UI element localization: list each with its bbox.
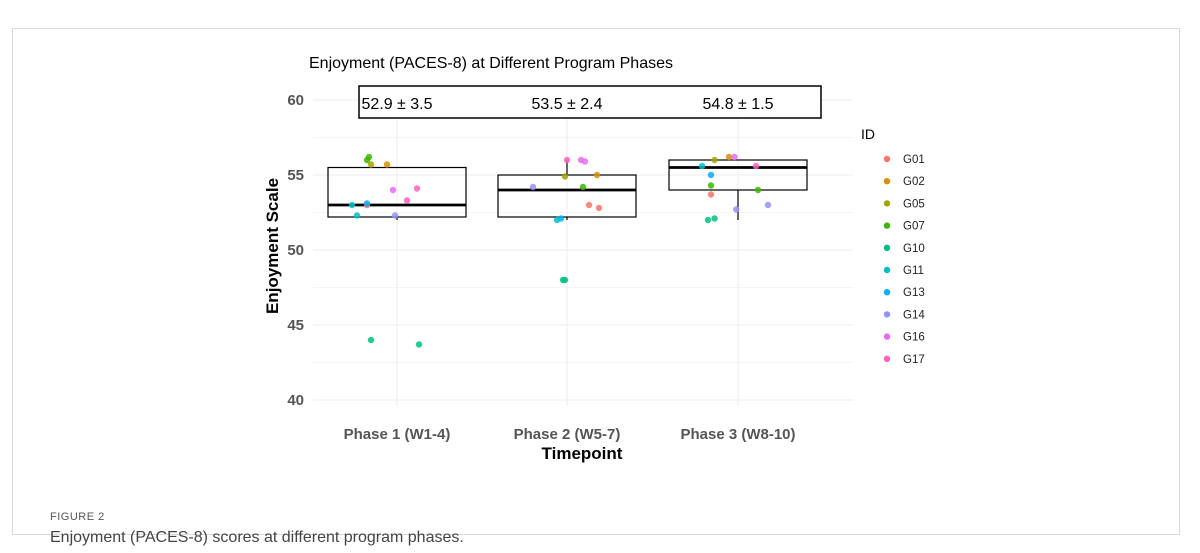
box-iqr — [668, 159, 808, 191]
data-point-g17 — [413, 185, 421, 192]
y-tick-label: 55 — [287, 167, 304, 184]
x-tick-label: Phase 1 (W1-4) — [344, 426, 451, 443]
data-point — [559, 276, 567, 284]
legend-label-g16: G16 — [903, 332, 925, 344]
summary-label: 54.8 ± 1.5 — [702, 96, 773, 113]
legend-label-g13: G13 — [903, 287, 925, 299]
legend-title: ID — [861, 126, 875, 142]
y-axis-ticks: 40 45 50 55 60 — [287, 92, 304, 409]
legend-swatch-g01 — [883, 155, 891, 163]
legend-swatch-g17 — [883, 355, 891, 362]
points-layer — [348, 153, 772, 348]
legend: ID G01 G02 G05 G07 G10 G11 G13 G14 G16 G17 — [861, 126, 925, 366]
data-point — [764, 201, 772, 209]
data-point-g14 — [391, 212, 399, 219]
data-point-g13 — [557, 215, 565, 222]
data-point-g02 — [725, 153, 733, 161]
chart-title: Enjoyment (PACES-8) at Different Program… — [309, 55, 673, 72]
data-point-g02 — [593, 171, 601, 179]
legend-label-g07: G07 — [903, 221, 925, 233]
legend-swatch-g11 — [883, 266, 891, 274]
data-point-g14 — [529, 183, 537, 191]
data-point-g07 — [707, 182, 715, 189]
data-point-g05 — [367, 161, 375, 168]
data-point — [348, 201, 356, 209]
summary-stats-box: 52.9 ± 3.5 53.5 ± 2.4 54.8 ± 1.5 — [358, 85, 822, 119]
data-point — [365, 153, 373, 161]
data-point — [704, 216, 712, 224]
box-plot-chart: Enjoyment (PACES-8) at Different Program… — [263, 55, 925, 463]
legend-label-g17: G17 — [903, 354, 925, 366]
data-point-g13 — [363, 200, 371, 207]
legend-label-g11: G11 — [903, 265, 924, 277]
summary-label: 53.5 ± 2.4 — [531, 96, 602, 113]
data-point-g01 — [585, 201, 593, 209]
data-point-g01 — [707, 191, 715, 198]
data-point-g02 — [383, 161, 391, 168]
data-point — [595, 204, 603, 212]
legend-swatch-g05 — [883, 200, 891, 207]
data-point-g11 — [353, 212, 361, 219]
data-point-g17 — [563, 156, 571, 164]
data-point-g10 — [711, 215, 718, 222]
boxes-layer — [327, 159, 808, 220]
summary-label: 52.9 ± 3.5 — [361, 96, 432, 113]
legend-label-g10: G10 — [903, 243, 925, 255]
data-point-g11 — [698, 162, 706, 170]
x-axis-label: Timepoint — [542, 444, 623, 463]
data-point — [403, 197, 411, 204]
data-point — [577, 156, 585, 164]
legend-label-g01: G01 — [903, 154, 925, 166]
grid-layer — [313, 91, 853, 406]
data-point-g05 — [711, 156, 718, 164]
legend-label-g05: G05 — [903, 198, 925, 210]
legend-swatch-g16 — [883, 333, 891, 340]
x-tick-label: Phase 2 (W5-7) — [514, 426, 621, 443]
data-point-g05 — [561, 173, 569, 180]
data-point-g10 — [367, 336, 375, 344]
data-point-g13 — [707, 171, 715, 179]
legend-label-g14: G14 — [903, 309, 925, 321]
legend-swatch-g07 — [883, 222, 891, 229]
figure-frame: Enjoyment (PACES-8) at Different Program… — [12, 28, 1180, 546]
data-point — [754, 186, 762, 194]
legend-swatch-g13 — [883, 289, 891, 296]
data-point — [415, 341, 423, 348]
y-tick-label: 45 — [287, 317, 304, 334]
x-axis-ticks: Phase 1 (W1-4) Phase 2 (W5-7) Phase 3 (W8-… — [344, 426, 796, 443]
legend-swatch-g02 — [883, 178, 891, 185]
x-tick-label: Phase 3 (W8-10) — [680, 426, 795, 443]
summary-rect — [358, 85, 822, 119]
data-point-g16 — [731, 153, 738, 161]
y-tick-label: 40 — [287, 392, 304, 409]
figure-caption: Enjoyment (PACES-8) scores at different … — [50, 529, 464, 546]
data-point-g07 — [579, 183, 587, 191]
data-point-g17 — [752, 162, 760, 170]
y-tick-label: 60 — [287, 92, 304, 109]
legend-swatch-g14 — [883, 311, 891, 318]
figure-label: FIGURE 2 — [50, 511, 105, 523]
data-point-g14 — [733, 206, 740, 213]
legend-swatch-g10 — [883, 244, 891, 251]
legend-label-g02: G02 — [903, 176, 925, 188]
data-point-g16 — [389, 186, 397, 194]
y-tick-label: 50 — [287, 242, 304, 259]
y-axis-label: Enjoyment Scale — [263, 178, 282, 314]
